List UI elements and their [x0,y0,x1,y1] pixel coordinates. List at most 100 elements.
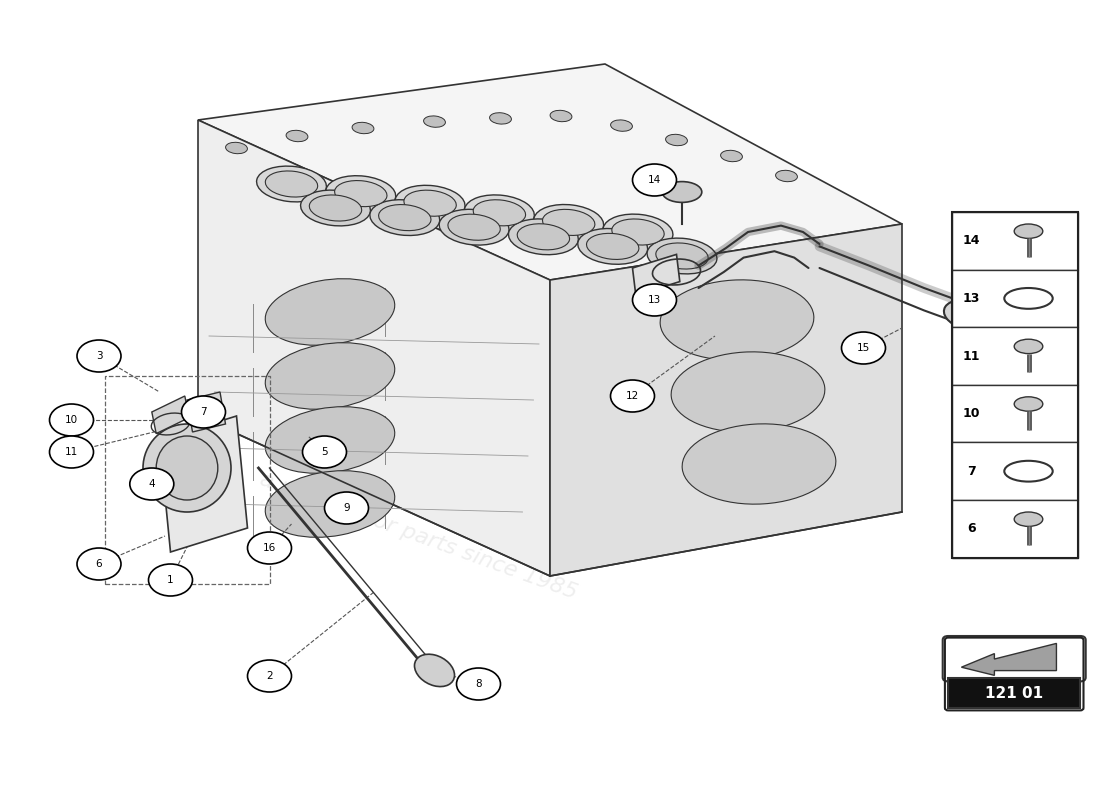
Ellipse shape [776,170,798,182]
Ellipse shape [265,342,395,410]
Ellipse shape [265,470,395,538]
Ellipse shape [682,424,836,504]
Text: 13: 13 [962,292,980,305]
Ellipse shape [656,243,708,269]
Circle shape [324,492,369,524]
FancyBboxPatch shape [952,327,1078,385]
Ellipse shape [660,280,814,360]
FancyBboxPatch shape [948,678,1080,708]
Polygon shape [198,120,550,576]
FancyBboxPatch shape [952,270,1078,327]
Ellipse shape [1014,397,1043,411]
Ellipse shape [265,171,318,197]
Ellipse shape [352,122,374,134]
Polygon shape [961,643,1056,675]
Text: 16: 16 [263,543,276,553]
Ellipse shape [612,219,664,245]
Text: 9: 9 [343,503,350,513]
Ellipse shape [334,181,387,206]
Text: 1: 1 [167,575,174,585]
Ellipse shape [226,142,248,154]
Ellipse shape [370,200,440,235]
Ellipse shape [1014,224,1043,238]
Text: 11: 11 [962,350,980,362]
Ellipse shape [448,214,501,240]
Text: 15: 15 [857,343,870,353]
Ellipse shape [662,182,702,202]
Text: 6: 6 [96,559,102,569]
Text: 12: 12 [626,391,639,401]
Ellipse shape [473,200,526,226]
Text: 121 01: 121 01 [986,686,1043,701]
FancyBboxPatch shape [952,500,1078,558]
Ellipse shape [286,130,308,142]
Polygon shape [550,224,902,576]
Text: 5: 5 [321,447,328,457]
Circle shape [842,332,886,364]
Polygon shape [160,416,248,552]
Ellipse shape [265,406,395,474]
Circle shape [632,164,676,196]
Circle shape [50,404,94,436]
Ellipse shape [424,116,446,127]
Text: 14: 14 [962,234,980,247]
Circle shape [50,436,94,468]
Circle shape [632,284,676,316]
FancyBboxPatch shape [952,442,1078,500]
Ellipse shape [517,224,570,250]
Text: 13: 13 [648,295,661,305]
FancyBboxPatch shape [952,385,1078,442]
Circle shape [182,396,225,428]
Circle shape [302,436,346,468]
Circle shape [248,532,292,564]
Circle shape [77,340,121,372]
Circle shape [248,660,292,692]
Ellipse shape [1014,339,1043,354]
Text: 4: 4 [148,479,155,489]
Text: a passion for parts since 1985: a passion for parts since 1985 [256,469,580,603]
Ellipse shape [143,424,231,512]
Polygon shape [632,254,680,295]
FancyBboxPatch shape [943,636,1086,682]
Text: 3: 3 [96,351,102,361]
Ellipse shape [666,134,688,146]
Circle shape [130,468,174,500]
Ellipse shape [671,352,825,432]
Ellipse shape [464,195,535,230]
Ellipse shape [647,238,717,274]
Text: 14: 14 [648,175,661,185]
Polygon shape [152,396,189,434]
Ellipse shape [586,234,639,259]
Ellipse shape [439,210,509,245]
Ellipse shape [542,210,595,235]
Text: 11: 11 [65,447,78,457]
Ellipse shape [603,214,673,250]
Text: eurospares: eurospares [191,306,645,526]
Circle shape [610,380,654,412]
Ellipse shape [265,278,395,346]
Text: 6: 6 [967,522,976,535]
FancyBboxPatch shape [952,212,1078,270]
Polygon shape [994,659,1056,670]
Text: 10: 10 [65,415,78,425]
Ellipse shape [309,195,362,221]
Ellipse shape [378,205,431,230]
Ellipse shape [156,436,218,500]
Polygon shape [187,392,225,432]
Ellipse shape [395,186,465,221]
Ellipse shape [339,500,354,511]
Ellipse shape [610,120,632,131]
Ellipse shape [404,190,456,216]
Text: 10: 10 [962,407,980,420]
Ellipse shape [415,654,454,686]
Polygon shape [198,64,902,280]
Ellipse shape [508,219,579,254]
Ellipse shape [578,229,648,264]
Ellipse shape [550,110,572,122]
Text: 8: 8 [475,679,482,689]
Ellipse shape [944,300,997,330]
Circle shape [456,668,501,700]
Ellipse shape [1014,512,1043,526]
Ellipse shape [326,176,396,211]
Ellipse shape [720,150,742,162]
